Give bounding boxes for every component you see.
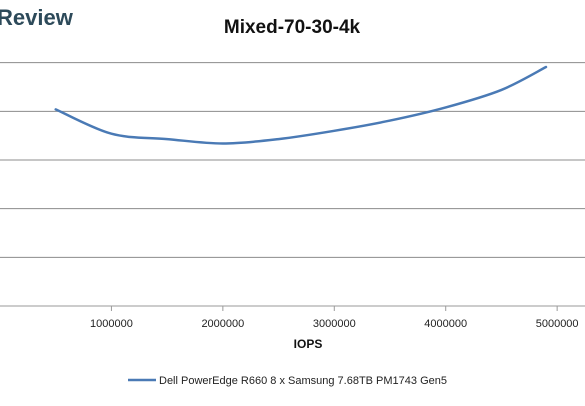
x-axis-ticks: 1000000 2000000 3000000 4000000 5000000 [90, 306, 579, 330]
series-line-1 [54, 65, 548, 145]
legend: Dell PowerEdge R660 8 x Samsung 7.68TB P… [128, 375, 447, 387]
legend-label: Dell PowerEdge R660 8 x Samsung 7.68TB P… [159, 375, 447, 387]
chart-title: Mixed-70-30-4k [224, 17, 361, 38]
watermark-logo: Review [0, 5, 74, 30]
x-tick-label: 1000000 [90, 318, 133, 330]
x-tick-label: 2000000 [201, 318, 244, 330]
x-tick-label: 5000000 [536, 318, 579, 330]
series-layer [54, 65, 548, 145]
x-tick-label: 4000000 [424, 318, 467, 330]
gridlines [0, 62, 585, 258]
x-axis-title: IOPS [294, 337, 323, 351]
x-tick-label: 3000000 [313, 318, 356, 330]
